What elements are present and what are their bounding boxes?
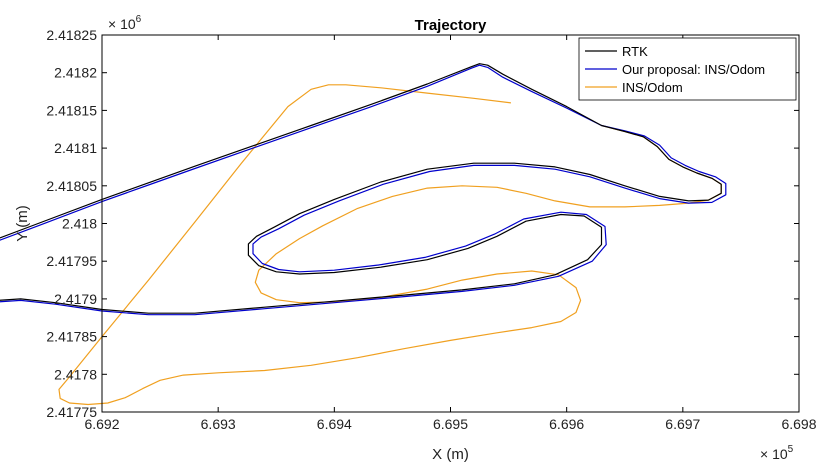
legend-label-0: RTK	[622, 44, 648, 59]
x-tick-label: 6.694	[317, 416, 352, 432]
legend-label-1: Our proposal: INS/Odom	[622, 62, 765, 77]
x-tick-label: 6.693	[201, 416, 236, 432]
legend-label-2: INS/Odom	[622, 80, 683, 95]
y-tick-label: 2.4182	[54, 65, 97, 81]
x-tick-label: 6.695	[433, 416, 468, 432]
x-tick-label: 6.697	[665, 416, 700, 432]
y-tick-label: 2.418	[62, 216, 97, 232]
y-tick-label: 2.41805	[46, 178, 97, 194]
y-tick-label: 2.41775	[46, 404, 97, 420]
chart-title: Trajectory	[415, 17, 487, 34]
legend: RTK Our proposal: INS/Odom INS/Odom	[578, 37, 797, 101]
x-multiplier-exponent: 5	[788, 444, 794, 455]
y-tick-label: 2.41815	[46, 102, 97, 118]
legend-items: RTK Our proposal: INS/Odom INS/Odom	[585, 44, 765, 95]
x-tick-label: 6.698	[781, 416, 816, 432]
x-multiplier-base: × 10	[760, 446, 788, 462]
x-tick-label: 6.692	[84, 416, 119, 432]
series-line-2	[58, 84, 722, 406]
y-tick-label: 2.4181	[54, 140, 97, 156]
y-multiplier: × 106	[108, 14, 142, 32]
y-tick-label: 2.4178	[54, 366, 97, 382]
y-tick-label: 2.41825	[46, 27, 97, 43]
series-line-0	[0, 63, 722, 314]
y-tick-label: 2.4179	[54, 291, 97, 307]
y-multiplier-base: × 10	[108, 16, 136, 32]
y-tick-label: 2.41785	[46, 329, 97, 345]
tick-layer: 6.692 6.693 6.694 6.695 6.696 6.697 6.698 2.417…	[46, 27, 816, 432]
series-line-1	[0, 64, 727, 316]
x-axis-label: X (m)	[432, 446, 469, 463]
x-multiplier: × 105	[760, 444, 794, 462]
y-axis-label: Y (m)	[14, 205, 31, 241]
y-tick-label: 2.41795	[46, 253, 97, 269]
y-multiplier-exponent: 6	[136, 14, 142, 25]
series-layer	[0, 63, 727, 406]
x-tick-label: 6.696	[549, 416, 584, 432]
